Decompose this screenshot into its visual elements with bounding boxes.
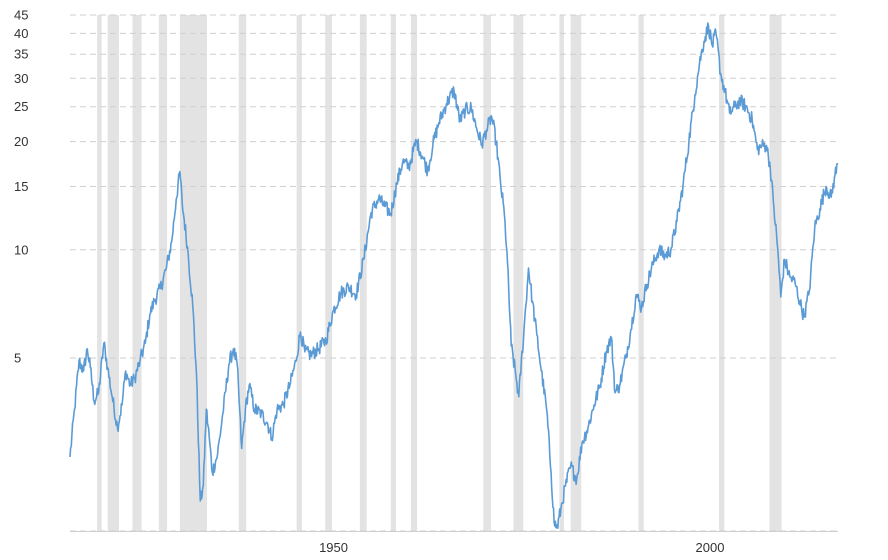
y-tick-label-25: 25	[14, 99, 28, 114]
recession-band-3	[158, 15, 168, 531]
y-axis-tick-labels: 5 10 15 20 25 30 35 40 45	[14, 8, 28, 366]
y-tick-label-35: 35	[14, 47, 28, 62]
recession-band-4	[179, 15, 208, 531]
y-tick-label-20: 20	[14, 134, 28, 149]
x-axis-tick-labels: 1950 2000	[319, 540, 724, 555]
recession-band-7	[325, 15, 333, 531]
recession-band-1	[107, 15, 119, 531]
recession-band-15	[638, 15, 644, 531]
recession-band-2	[132, 15, 142, 531]
x-tick-label-2000: 2000	[696, 540, 725, 555]
recession-band-13	[559, 15, 564, 531]
y-tick-label-5: 5	[14, 350, 21, 365]
recession-band-12	[513, 15, 524, 531]
recession-bands	[97, 15, 782, 531]
recession-band-8	[359, 15, 367, 531]
y-tick-label-45: 45	[14, 8, 28, 23]
recession-band-16	[719, 15, 725, 531]
recession-band-0	[97, 15, 102, 531]
recession-band-17	[769, 15, 782, 531]
y-tick-label-40: 40	[14, 26, 28, 41]
recession-band-11	[483, 15, 491, 531]
x-tick-label-1950: 1950	[319, 540, 348, 555]
recession-band-6	[296, 15, 302, 531]
recession-band-14	[570, 15, 582, 531]
y-tick-label-15: 15	[14, 179, 28, 194]
series-group	[69, 22, 839, 529]
series-line-0	[69, 22, 839, 529]
recession-band-10	[411, 15, 418, 531]
recession-band-5	[238, 15, 247, 531]
recession-band-9	[390, 15, 397, 531]
y-tick-label-30: 30	[14, 71, 28, 86]
y-tick-label-10: 10	[14, 242, 28, 257]
